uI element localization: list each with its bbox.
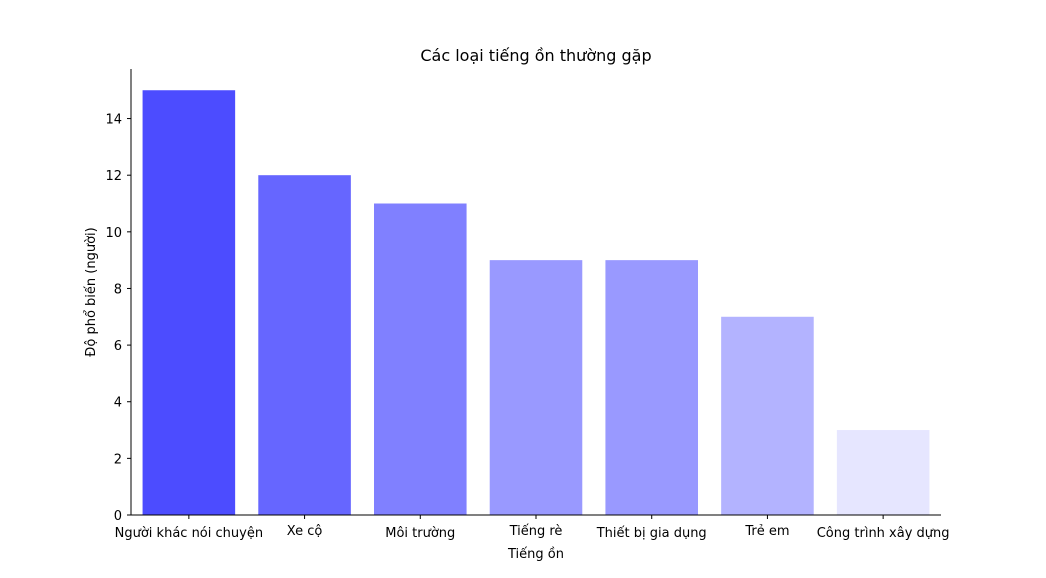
- y-tick-label: 2: [114, 452, 122, 467]
- bar-4: [605, 260, 698, 515]
- y-tick-label: 4: [114, 396, 122, 411]
- x-tick-label: Tiếng rè: [509, 524, 563, 539]
- y-tick-label: 0: [114, 509, 122, 524]
- x-tick-label: Xe cộ: [287, 524, 323, 539]
- bars-group: [142, 90, 930, 515]
- y-axis-label: Độ phổ biến (người): [84, 227, 99, 356]
- x-tick-label: Trẻ em: [744, 524, 789, 539]
- x-axis-ticks: Người khác nói chuyện Xe cộ Môi trường Tiến…: [115, 515, 950, 541]
- bar-5: [721, 316, 814, 515]
- bar-3: [489, 260, 583, 515]
- x-tick-label: Người khác nói chuyện: [115, 526, 263, 541]
- x-tick-label: Công trình xây dựng: [817, 526, 950, 541]
- y-tick-label: 14: [105, 113, 122, 128]
- y-tick-label: 8: [114, 282, 122, 297]
- x-tick-label: Môi trường: [385, 526, 455, 541]
- x-tick-label: Thiết bị gia dụng: [596, 526, 707, 541]
- y-tick-label: 10: [105, 226, 122, 241]
- y-tick-label: 6: [114, 339, 122, 354]
- bar-6: [836, 430, 930, 515]
- chart-title: Các loại tiếng ồn thường gặp: [420, 46, 651, 65]
- bar-2: [374, 203, 467, 515]
- x-axis-label: Tiếng ồn: [507, 547, 564, 562]
- y-tick-label: 12: [105, 169, 122, 184]
- bar-1: [258, 175, 351, 515]
- y-axis-ticks: 0 2 4 6 8 10 12 14: [105, 113, 131, 524]
- bar-0: [142, 90, 236, 515]
